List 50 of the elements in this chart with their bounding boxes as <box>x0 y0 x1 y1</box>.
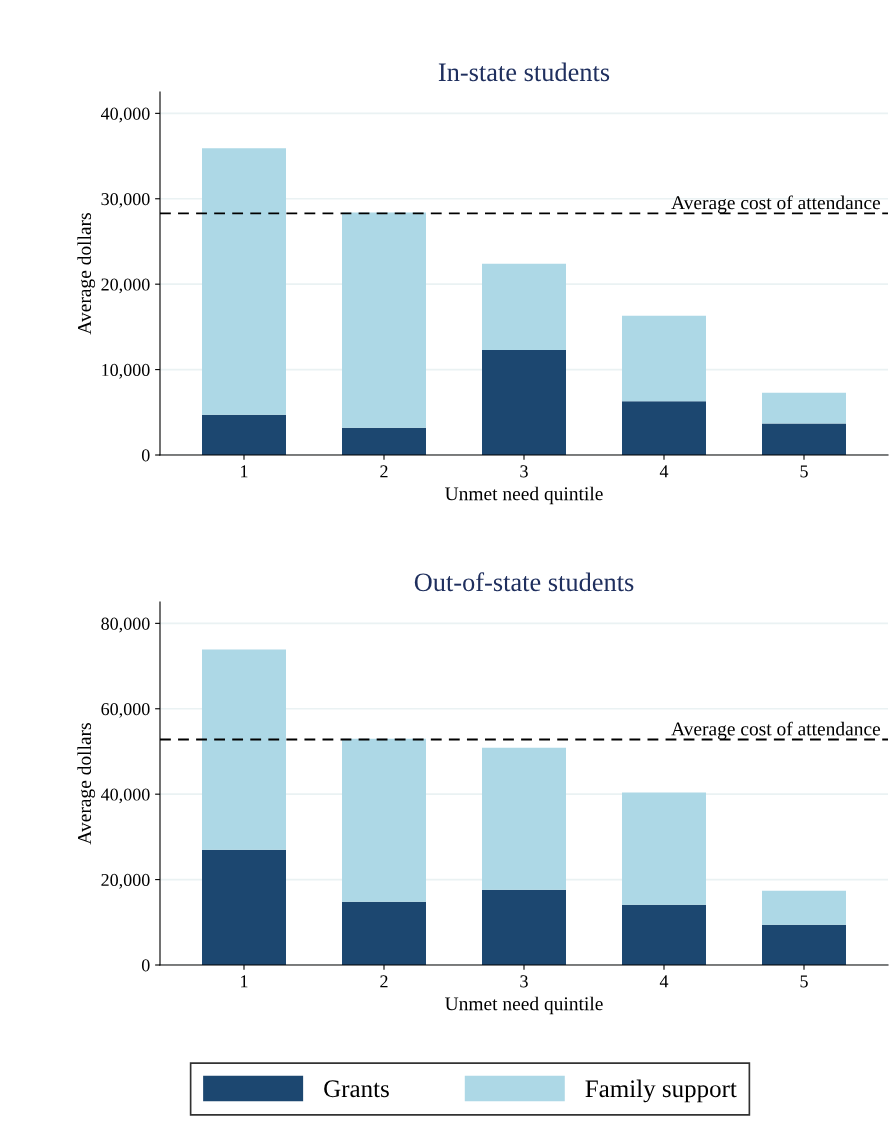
x-tick-label: 3 <box>520 465 528 478</box>
bar <box>762 890 846 925</box>
y-tick-label: 10,000 <box>102 363 150 379</box>
bar <box>622 315 706 402</box>
bar <box>762 924 846 965</box>
bar <box>762 423 846 455</box>
x-axis-title: Unmet need quintile <box>445 486 603 505</box>
y-axis-title: Average dollars <box>77 723 96 845</box>
bar <box>342 901 426 965</box>
legend-label: Grants <box>324 1080 389 1098</box>
y-tick-label: 20,000 <box>101 873 150 889</box>
x-tick-label: 5 <box>800 975 808 988</box>
bar <box>342 427 426 455</box>
x-tick-label: 3 <box>520 975 528 988</box>
y-tick-label: 30,000 <box>101 193 150 208</box>
bar <box>482 747 566 890</box>
bar <box>342 738 426 902</box>
ref-line-label: Average cost of attendance <box>671 195 881 214</box>
x-axis-title: Unmet need quintile <box>445 996 603 1015</box>
bar <box>622 401 706 455</box>
y-tick-label: 0 <box>141 959 150 972</box>
y-tick-label: 0 <box>141 449 150 462</box>
bar <box>482 263 566 350</box>
chart-title: In-state students <box>438 62 610 82</box>
y-tick-label: 60,000 <box>101 703 150 718</box>
y-tick-label: 40,000 <box>100 788 150 804</box>
legend-label: Family support <box>585 1079 737 1103</box>
bar <box>342 212 426 428</box>
y-tick-label: 80,000 <box>101 617 150 633</box>
bar <box>202 649 286 850</box>
x-tick-label: 1 <box>241 975 248 988</box>
bar <box>622 792 706 905</box>
bar <box>482 889 566 965</box>
y-tick-label: 40,000 <box>100 107 150 123</box>
x-tick-label: 5 <box>800 465 808 478</box>
x-tick-label: 4 <box>659 975 669 988</box>
bar <box>202 849 286 965</box>
x-tick-label: 1 <box>241 465 248 478</box>
y-tick-label: 20,000 <box>101 278 150 294</box>
x-tick-label: 2 <box>380 465 388 478</box>
chart-title: Out-of-state students <box>414 572 634 592</box>
bar <box>202 414 286 455</box>
x-tick-label: 4 <box>659 465 669 478</box>
x-tick-label: 2 <box>380 975 388 988</box>
bar <box>762 392 846 424</box>
y-axis-title: Average dollars <box>77 213 96 335</box>
bar <box>202 148 286 415</box>
bar <box>622 904 706 965</box>
ref-line-label: Average cost of attendance <box>671 721 881 740</box>
bar <box>482 349 566 455</box>
